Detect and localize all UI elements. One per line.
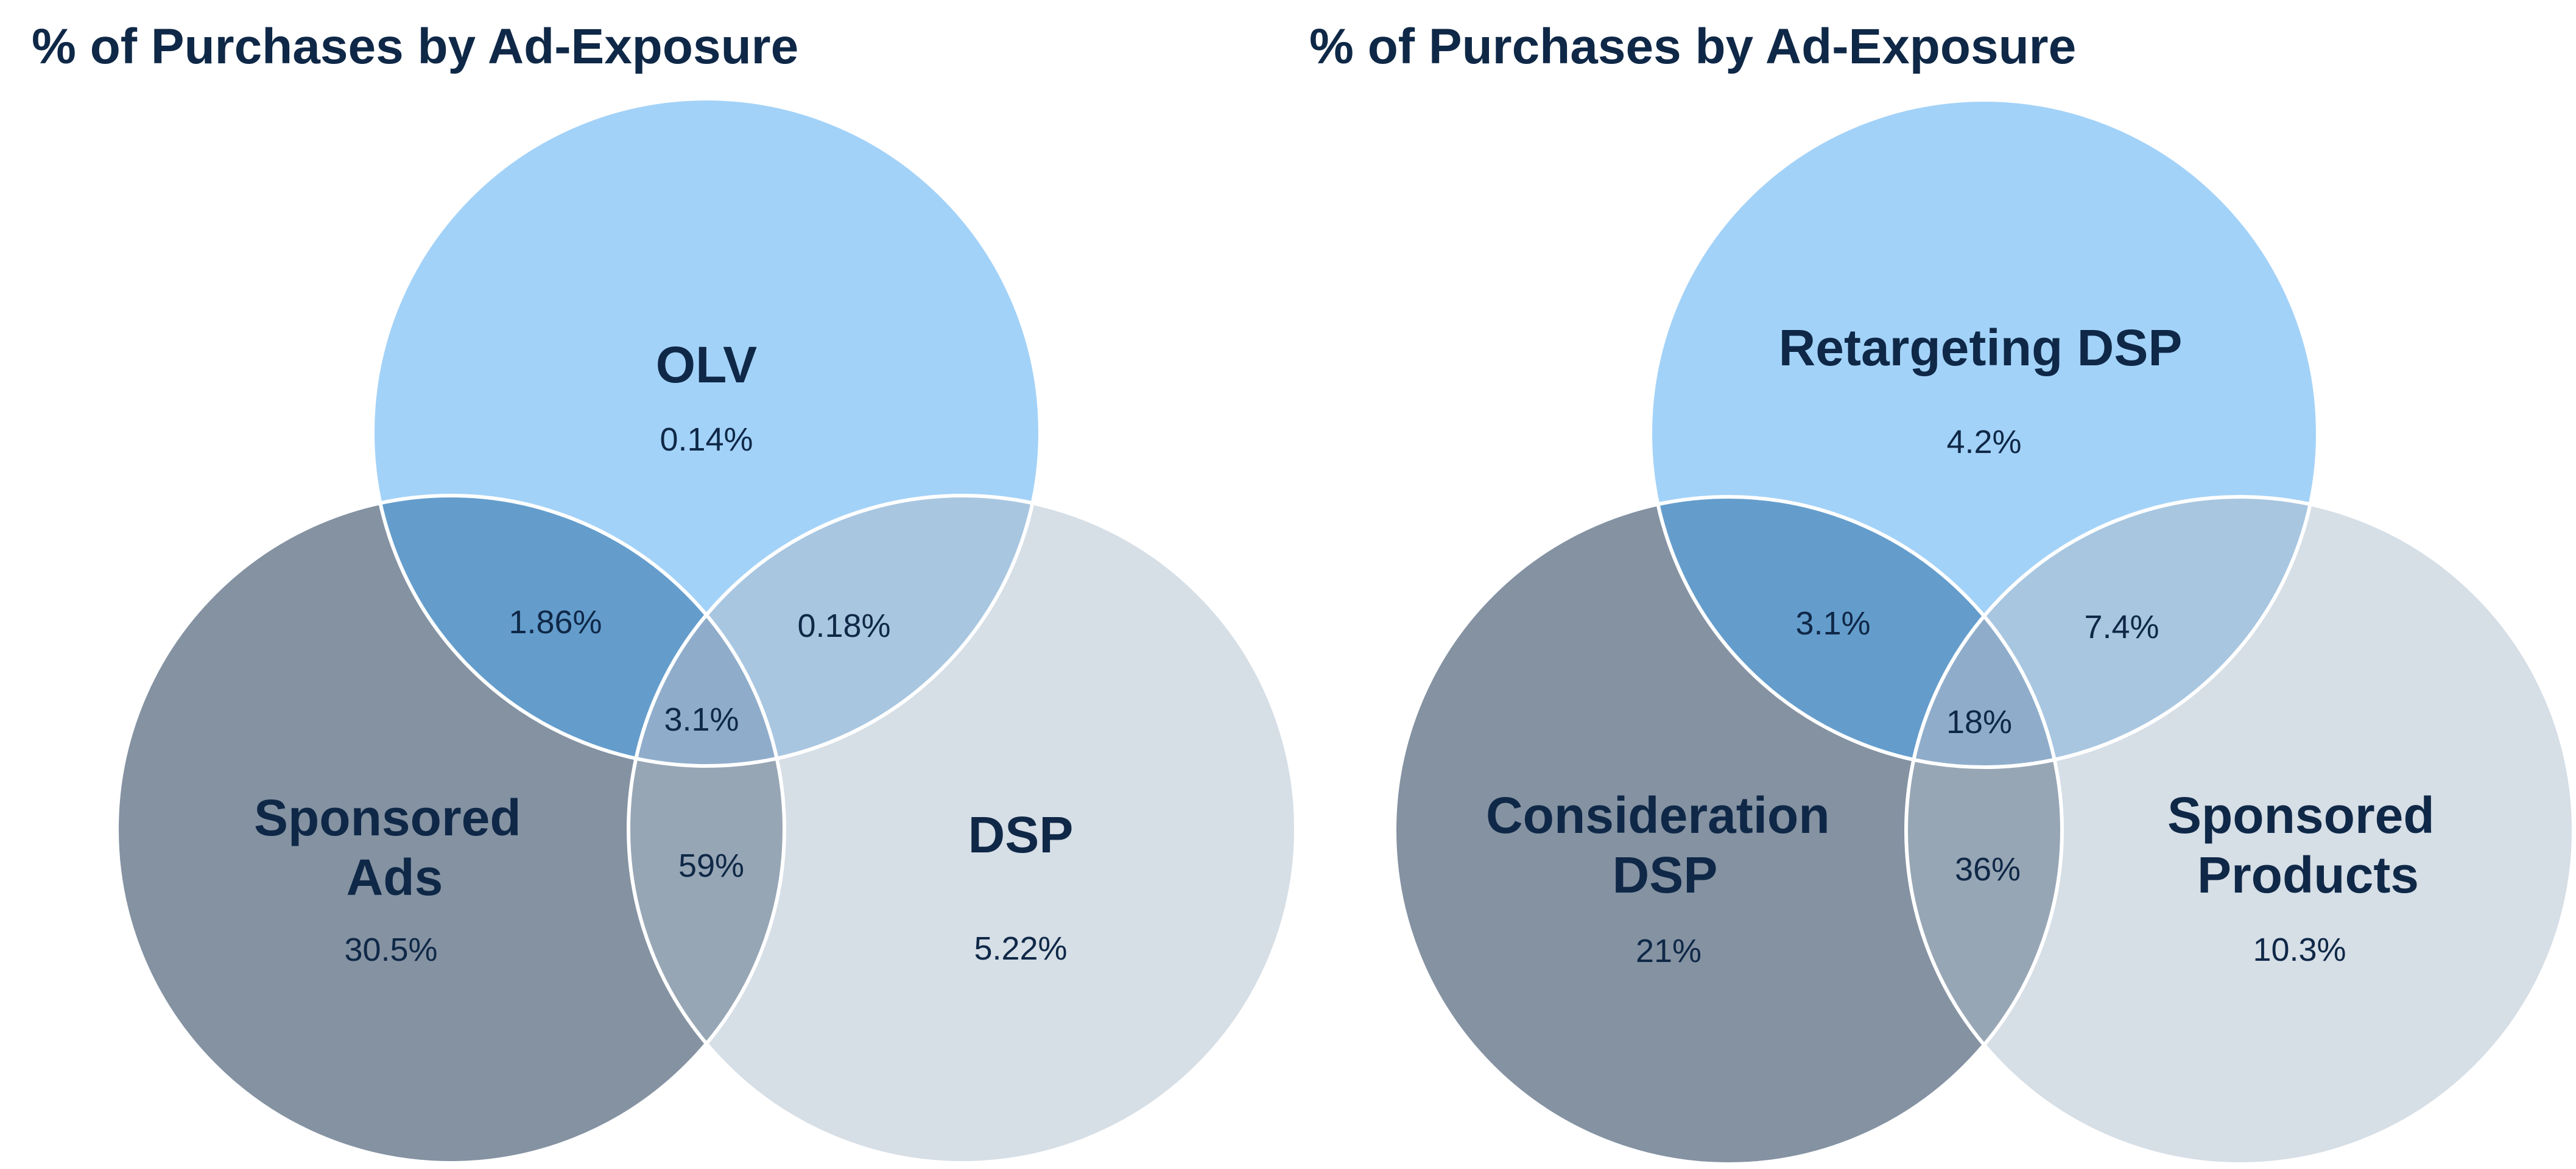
diagram-2-outline-right	[1904, 495, 2575, 1166]
diagram-1-outline-left	[115, 494, 786, 1165]
diagram-1-left-label: Sponsored Ads	[254, 789, 535, 906]
venn-diagram-1: % of Purchases by Ad-Exposure OLV 0.14%	[32, 19, 1298, 1165]
diagram-1-top-value: 0.14%	[660, 421, 753, 458]
diagram-2-title: % of Purchases by Ad-Exposure	[1309, 19, 2076, 74]
diagram-2-outline-top	[1649, 98, 2320, 769]
diagram-2-right-label: Sponsored Products	[2167, 787, 2449, 904]
diagram-2-overlap-top-right-value: 7.4%	[2084, 609, 2159, 645]
diagram-1-overlap-top-left	[373, 496, 784, 766]
diagram-1-top-label: OLV	[656, 336, 757, 393]
diagram-2-left-label: Consideration DSP	[1486, 787, 1844, 904]
diagram-2-right-value: 10.3%	[2253, 932, 2346, 968]
diagram-2-overlap-center-value: 18%	[1946, 704, 2012, 740]
diagram-1-overlap-top-left-value: 1.86%	[509, 604, 602, 641]
diagram-1-outline-right	[627, 494, 1298, 1165]
diagram-2-overlap-top-left	[1650, 497, 2062, 767]
diagram-2-overlap-top-left-value: 3.1%	[1795, 605, 1870, 642]
diagram-1-outline-top	[371, 97, 1042, 768]
diagram-1-overlap-top-right	[628, 496, 1040, 766]
diagram-1-overlap-top-right-value: 0.18%	[797, 608, 890, 644]
diagram-2-overlap-left-right-value: 36%	[1955, 851, 2021, 888]
diagram-2-overlap-top-right	[1906, 497, 2318, 767]
diagram-2-outline-left	[1393, 495, 2064, 1166]
diagram-1-right-label: DSP	[968, 806, 1074, 863]
diagram-1-left-value: 30.5%	[344, 932, 437, 968]
diagram-2-top-label: Retargeting DSP	[1779, 319, 2183, 376]
diagram-2-top-value: 4.2%	[1946, 424, 2021, 460]
diagram-2-left-value: 21%	[1636, 933, 1701, 969]
venn-diagram-2: % of Purchases by Ad-Exposure Retargetin…	[1309, 19, 2575, 1166]
diagram-1-title: % of Purchases by Ad-Exposure	[32, 19, 798, 74]
diagram-1-right-value: 5.22%	[974, 930, 1067, 967]
diagram-1-overlap-center-value: 3.1%	[664, 701, 739, 738]
diagram-1-overlap-left-right-value: 59%	[678, 848, 744, 884]
